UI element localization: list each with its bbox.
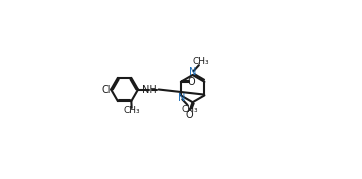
- Text: O: O: [188, 77, 195, 87]
- Text: Cl: Cl: [102, 84, 111, 95]
- Text: NH: NH: [142, 84, 157, 95]
- Text: CH₃: CH₃: [193, 57, 210, 66]
- Text: CH₃: CH₃: [123, 107, 140, 115]
- Text: CH₃: CH₃: [181, 105, 198, 114]
- Text: N: N: [178, 93, 185, 103]
- Text: N: N: [189, 67, 196, 77]
- Text: O: O: [185, 110, 193, 120]
